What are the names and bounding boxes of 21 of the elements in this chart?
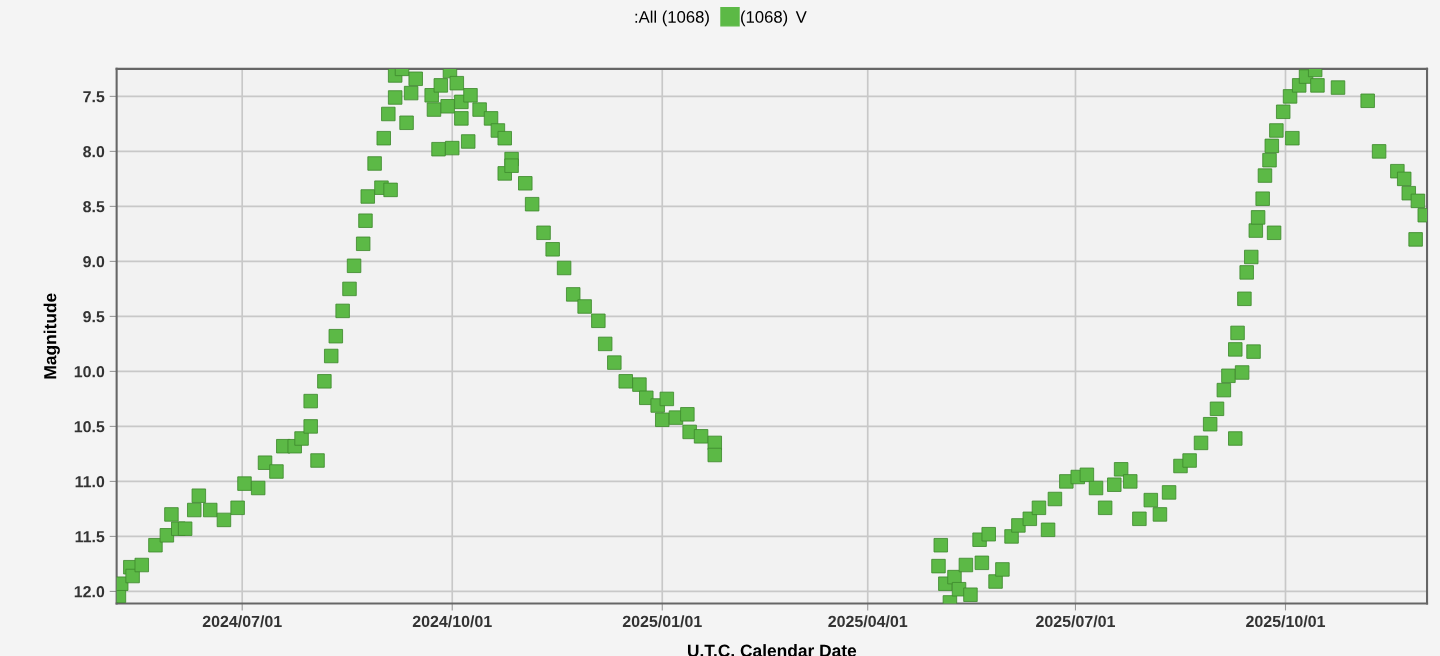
y-tick-label: 8.0 (83, 146, 105, 158)
y-axis-title: Magnitude (43, 293, 60, 379)
x-tick-label: 2024/07/01 (202, 615, 282, 628)
y-tick-label: 10.0 (74, 366, 105, 378)
y-tick-label: 8.5 (83, 201, 105, 213)
legend-title: :All (1068) (635, 10, 709, 27)
x-tick-label: 2025/07/01 (1036, 615, 1115, 628)
y-tick-label: 9.0 (83, 256, 105, 268)
y-tick-label: 11.0 (75, 476, 105, 488)
text: V (795, 11, 807, 23)
y-tick-label: 10.5 (74, 421, 105, 433)
x-axis-title: U.T.C. Calendar Date (687, 644, 857, 656)
x-tick-label: 2025/01/01 (622, 615, 702, 628)
x-tick-label: 2024/10/01 (412, 615, 492, 628)
y-tick-label: 7.5 (83, 91, 105, 103)
y-tick-label: 9.5 (83, 311, 105, 323)
x-tick-label: 2025/04/01 (828, 615, 908, 628)
legend-label: (1068) (741, 10, 788, 27)
x-tick-label: 2025/10/01 (1246, 615, 1326, 628)
y-tick-label: 12.0 (74, 586, 105, 598)
y-tick-label: 11.5 (75, 531, 105, 543)
